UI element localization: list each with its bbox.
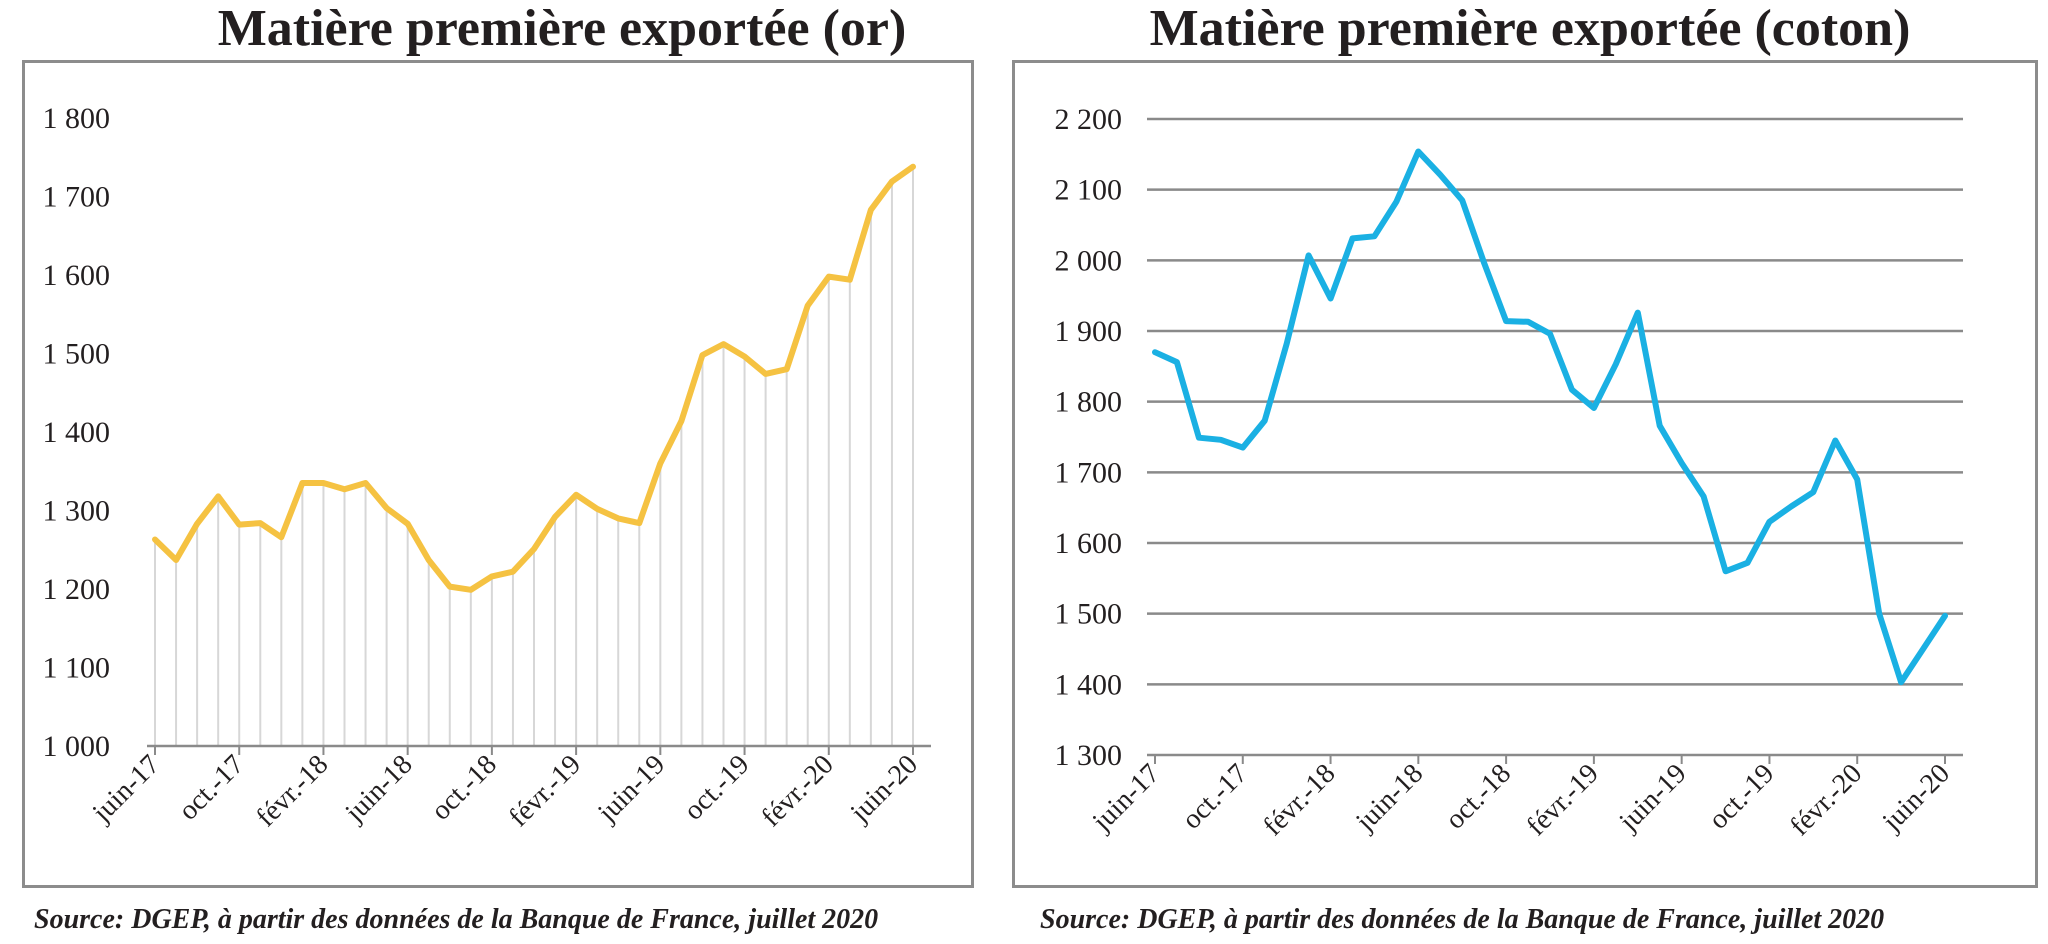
x-tick-label-coton-3: juin-18	[1349, 758, 1429, 838]
y-tick-label-or-4: 1 400	[43, 416, 111, 449]
series-line-or	[152, 163, 916, 593]
y-tick-label-or-1: 1 100	[43, 652, 111, 685]
chart-frame-or	[22, 60, 974, 888]
y-tick-label-coton-5: 1 800	[1055, 386, 1123, 419]
y-tick-label-or-2: 1 200	[43, 573, 111, 606]
x-tick-label-coton-4: oct.-18	[1440, 758, 1517, 835]
series-line-coton	[1152, 148, 1948, 686]
y-tick-label-coton-3: 1 600	[1055, 527, 1123, 560]
x-tick-label-coton-7: oct.-19	[1703, 758, 1780, 835]
y-tick-label-or-7: 1 700	[43, 181, 111, 214]
y-tick-label-coton-1: 1 400	[1055, 668, 1123, 701]
x-tick-label-coton-8: févr.-20	[1784, 758, 1868, 842]
source-note-or: Source: DGEP, à partir des données de la…	[34, 904, 879, 935]
y-tick-label-coton-8: 2 100	[1055, 174, 1123, 207]
x-tick-label-coton-9: juin-20	[1876, 758, 1956, 838]
y-tick-label-coton-4: 1 700	[1055, 456, 1123, 489]
chart-title-coton: Matière première exportée (coton)	[1149, 0, 1911, 57]
chart-title-or: Matière première exportée (or)	[217, 0, 907, 57]
y-tick-label-or-0: 1 000	[43, 730, 111, 763]
x-tick-label-coton-6: juin-19	[1613, 758, 1693, 838]
y-tick-label-or-8: 1 800	[43, 102, 111, 135]
y-tick-label-coton-0: 1 300	[1055, 739, 1123, 772]
y-tick-label-or-6: 1 600	[43, 259, 111, 292]
chart-frame-coton	[1012, 60, 2038, 888]
y-tick-label-coton-2: 1 500	[1055, 598, 1123, 631]
y-tick-label-or-3: 1 300	[43, 495, 111, 528]
y-tick-label-coton-7: 2 000	[1055, 244, 1123, 277]
x-tick-label-coton-2: févr.-18	[1257, 758, 1341, 842]
y-tick-label-coton-9: 2 200	[1055, 103, 1123, 136]
source-note-coton: Source: DGEP, à partir des données de la…	[1040, 904, 1885, 935]
y-tick-label-coton-6: 1 900	[1055, 315, 1123, 348]
x-tick-label-coton-1: oct.-17	[1176, 758, 1253, 835]
y-tick-label-or-5: 1 500	[43, 338, 111, 371]
x-tick-label-coton-5: févr.-19	[1521, 758, 1605, 842]
